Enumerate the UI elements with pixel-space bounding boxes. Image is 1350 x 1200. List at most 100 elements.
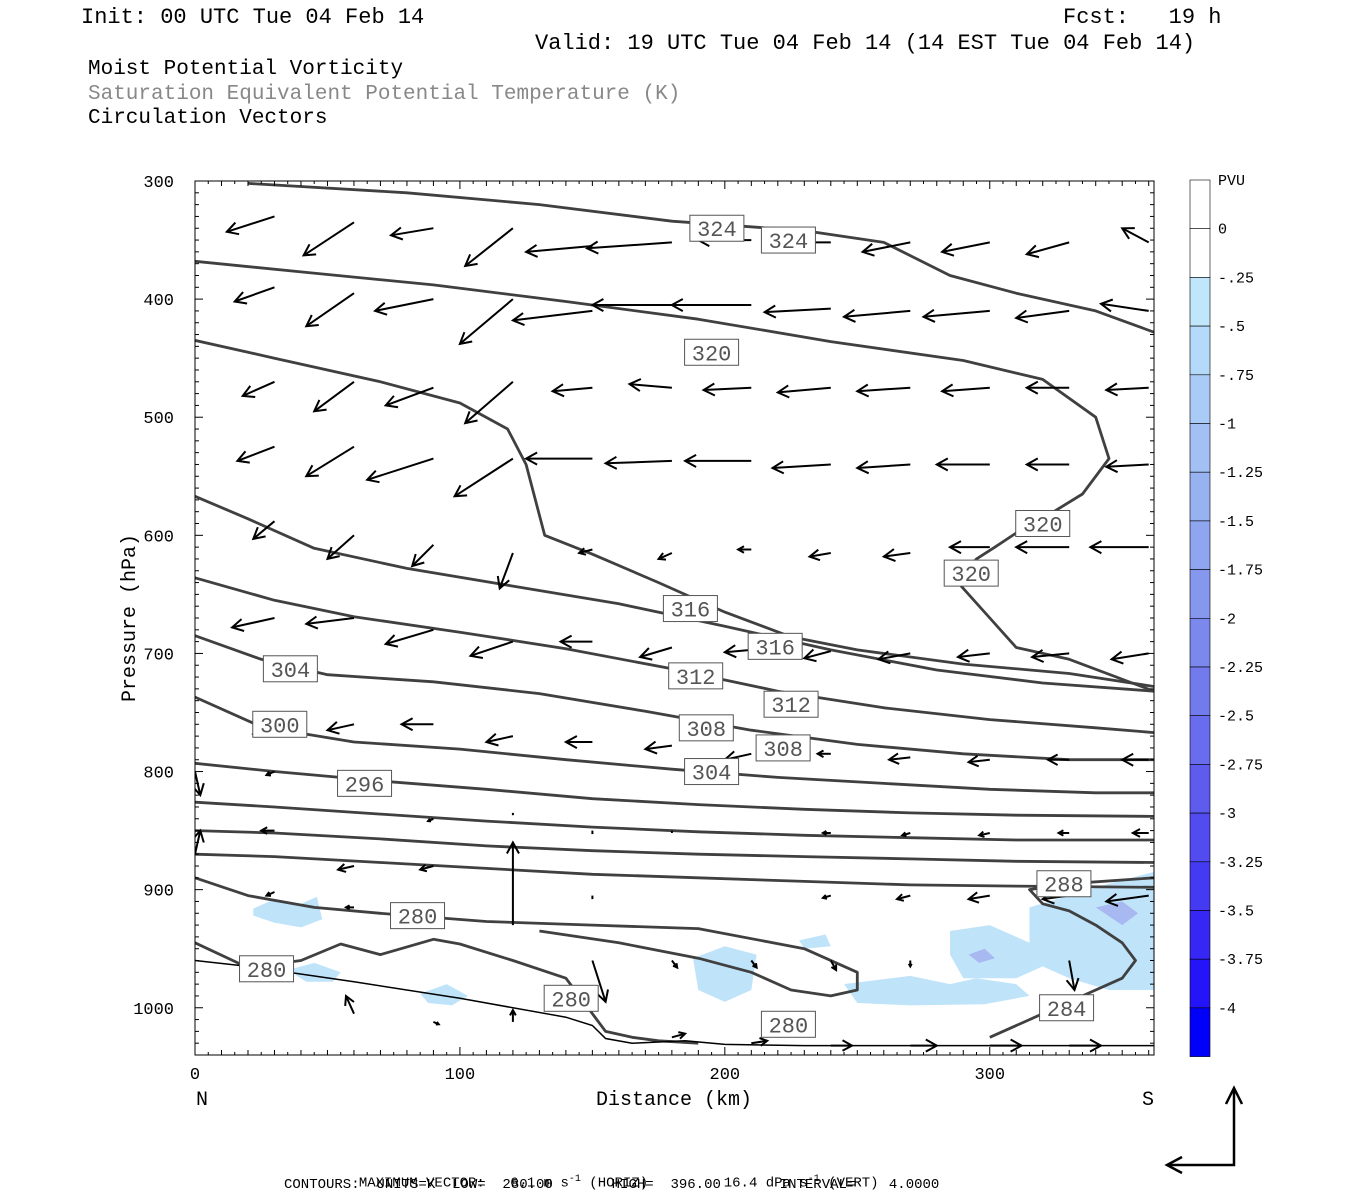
contour-label-box xyxy=(252,710,308,738)
vector-head xyxy=(435,1021,441,1026)
vector-head xyxy=(235,450,250,464)
contour-label: 288 xyxy=(1036,870,1092,899)
vector-head xyxy=(860,243,875,257)
circulation-vector xyxy=(496,552,514,591)
contour-label-text: 324 xyxy=(697,218,737,243)
contour-label: 304 xyxy=(262,655,318,684)
contour-label-text: 288 xyxy=(1044,874,1084,899)
contour-label-text: 320 xyxy=(692,342,732,367)
circulation-vector xyxy=(671,1031,688,1040)
vector-head xyxy=(876,650,891,665)
circulation-vector xyxy=(638,646,673,661)
circulation-vector xyxy=(934,457,990,472)
circulation-vector xyxy=(325,534,355,561)
vector-head xyxy=(304,314,319,328)
vector-head xyxy=(921,308,936,323)
vector-head xyxy=(807,548,821,562)
circulation-vector xyxy=(860,241,911,257)
vector-shaft xyxy=(252,520,276,540)
vector-head xyxy=(925,1038,939,1053)
contour-label: 296 xyxy=(337,769,393,798)
circulation-vector xyxy=(627,378,672,392)
x-tick-label: 300 xyxy=(974,1066,1005,1085)
circulation-vector xyxy=(251,520,276,541)
vector-shaft xyxy=(526,245,593,253)
circulation-vector xyxy=(656,552,673,561)
circulation-vector xyxy=(1088,540,1149,555)
vector-head xyxy=(399,717,414,732)
circulation-vector xyxy=(585,240,672,255)
vector-head xyxy=(506,840,520,854)
vector-shaft xyxy=(804,650,832,660)
contour-label: 280 xyxy=(239,955,295,984)
circulation-vector xyxy=(887,752,911,765)
vector-shaft xyxy=(305,445,355,478)
circulation-vector xyxy=(336,863,355,873)
circulation-vector xyxy=(876,650,911,665)
contour-label-box xyxy=(239,955,295,983)
vector-head xyxy=(1056,829,1064,837)
colorbar-swatch xyxy=(1189,812,1211,863)
colorbar-label: -1 xyxy=(1218,417,1236,434)
vector-head xyxy=(325,546,340,561)
circulation-vector xyxy=(524,244,593,258)
contour-label: 308 xyxy=(755,734,811,763)
circulation-vector xyxy=(468,640,514,659)
circulation-vector xyxy=(365,457,434,484)
theta-es-contour xyxy=(195,695,1154,795)
vector-shaft xyxy=(231,617,275,629)
vector-head xyxy=(563,735,578,749)
circulation-vector xyxy=(577,547,593,556)
colorbar-label: -.25 xyxy=(1218,270,1254,287)
contour-label-box xyxy=(662,595,718,623)
contour-label-text: 304 xyxy=(692,762,732,787)
vector-head xyxy=(1014,309,1029,324)
vector-shaft xyxy=(857,463,911,469)
contour-label-text: 284 xyxy=(1047,998,1087,1023)
vector-head xyxy=(509,1008,517,1016)
vector-shaft xyxy=(1106,386,1149,391)
vector-head xyxy=(855,383,870,398)
exp-horiz: -1 xyxy=(568,1174,581,1185)
y-axis-label: Pressure (hPa) xyxy=(119,534,142,702)
circulation-vector xyxy=(1120,227,1150,244)
vector-shaft xyxy=(345,995,355,1015)
x-tick-label: 200 xyxy=(710,1066,741,1085)
vector-head xyxy=(1120,227,1135,240)
circulation-vector xyxy=(524,451,593,466)
vector-shaft xyxy=(578,548,593,554)
circulation-vector xyxy=(304,445,355,478)
circulation-vector xyxy=(751,1037,770,1047)
vector-shaft xyxy=(552,386,593,393)
vector-head xyxy=(585,240,599,255)
field-title-vectors: Circulation Vectors xyxy=(88,107,328,130)
vector-head xyxy=(1130,828,1141,838)
colorbar-label: -1.25 xyxy=(1218,465,1263,482)
vector-shaft xyxy=(303,221,355,257)
init-time: Init: 00 UTC Tue 04 Feb 14 xyxy=(81,5,425,30)
vector-head xyxy=(752,962,758,970)
circulation-vector xyxy=(1069,1038,1104,1053)
vector-head xyxy=(762,304,777,319)
vector-shaft xyxy=(385,628,434,645)
vector-head xyxy=(900,831,907,838)
pv-fill-region xyxy=(420,984,468,1006)
circulation-vector xyxy=(312,380,355,413)
contour-label-text: 324 xyxy=(769,230,809,255)
circulation-vector xyxy=(855,460,911,475)
terrain-line xyxy=(195,959,1154,1047)
colorbar-label: -2.5 xyxy=(1218,709,1254,726)
vector-shaft xyxy=(234,286,275,303)
circulation-vector xyxy=(426,817,434,823)
contour-label: 320 xyxy=(943,559,999,588)
vector-head xyxy=(770,460,785,475)
vector-head xyxy=(977,830,985,838)
circulation-vector xyxy=(590,298,672,312)
colorbar-label: -4 xyxy=(1218,1001,1236,1018)
vector-head xyxy=(590,298,604,312)
vector-head xyxy=(955,648,970,663)
contour-label: 312 xyxy=(763,690,819,719)
colorbar-swatch xyxy=(1189,861,1211,911)
theta-es-contour xyxy=(195,495,1154,693)
vector-head xyxy=(643,740,658,755)
